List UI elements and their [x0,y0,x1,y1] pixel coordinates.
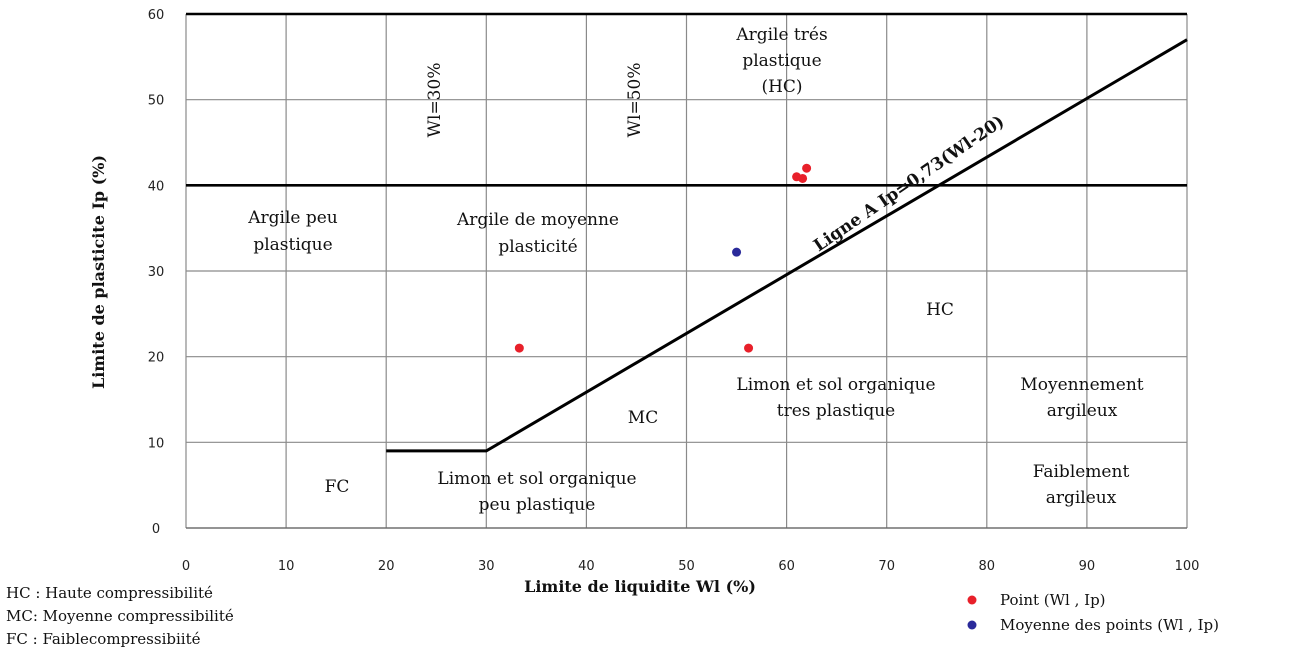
y-tick-label-40: 40 [148,179,165,194]
x-tick-label-30: 30 [478,559,495,574]
x-tick-label-40: 40 [578,559,595,574]
zone-fc: FC [325,477,350,497]
zone-faiblement-argileux-2: argileux [1046,488,1117,508]
y-axis-title: Limite de plasticite Ip (%) [89,155,108,389]
grid-lines [185,12,1188,529]
wl50-label: Wl=50% [625,63,645,138]
x-tick-label-90: 90 [1079,559,1096,574]
x-tick-label-60: 60 [778,559,795,574]
abbreviation-hc: HC : Haute compressibilité [6,584,213,602]
x-tick-label-80: 80 [979,559,996,574]
point-series0-4 [802,163,812,173]
y-tick-label-20: 20 [148,351,165,366]
zone-limon-tres-plastique-1: Limon et sol organique [736,375,935,395]
point-series1-0 [732,247,742,257]
y-tick-label-30: 30 [148,265,165,280]
reference-lines [386,38,1188,453]
legend: Point (Wl , Ip) Moyenne des points (Wl ,… [967,591,1219,634]
y-tick-label-50: 50 [148,94,165,109]
zone-limon-peu-plastique-1: Limon et sol organique [437,469,636,489]
zone-argile-tres-plastique-2: plastique [742,51,821,71]
zone-argile-peu-plastique-2: plastique [253,235,332,255]
point-series0-3 [798,173,808,183]
abbreviation-fc: FC : Faiblecompressibiité [6,630,201,648]
legend-label-moyenne: Moyenne des points (Wl , Ip) [1000,616,1219,634]
zone-faiblement-argileux-1: Faiblement [1033,462,1130,482]
zone-argile-moyenne-1: Argile de moyenne [456,210,619,230]
zone-hc: HC [926,300,954,320]
x-axis-title: Limite de liquidite Wl (%) [524,577,756,596]
point-series0-0 [514,343,524,353]
zone-mc: MC [628,408,658,428]
x-tick-label-20: 20 [378,559,395,574]
zone-argile-moyenne-2: plasticité [498,237,577,257]
ligne-a-label: Ligne A Ip=0,73(Wl-20) [810,112,1008,256]
legend-marker-moyenne [967,620,977,630]
x-tick-label-10: 10 [278,559,295,574]
point-series0-1 [744,343,754,353]
x-tick-label-100: 100 [1175,559,1200,574]
abbreviation-mc: MC: Moyenne compressibilité [6,607,234,625]
zone-argile-peu-plastique-1: Argile peu [247,208,338,228]
zone-moyennement-argileux-2: argileux [1047,401,1118,421]
zone-argile-tres-plastique-3: (HC) [761,77,802,97]
legend-marker-point [967,595,977,605]
legend-label-point: Point (Wl , Ip) [1000,591,1106,609]
x-tick-label-0: 0 [182,559,190,574]
y-tick-label-10: 10 [148,436,165,451]
data-points [514,163,812,353]
zone-limon-peu-plastique-2: peu plastique [479,495,596,515]
zone-argile-tres-plastique-1: Argile trés [735,25,827,45]
zone-moyennement-argileux-1: Moyennement [1020,375,1143,395]
x-tick-label-70: 70 [878,559,895,574]
axis-ticks: 0 10 20 30 40 50 60 70 80 90 100 0 10 20 30 40 50 60 [148,8,1200,574]
y-tick-label-60: 60 [148,8,165,23]
y-tick-label-0: 0 [152,522,160,537]
ligne-a-line [386,38,1188,453]
x-tick-label-50: 50 [678,559,695,574]
wl30-label: Wl=30% [425,63,445,138]
zone-limon-tres-plastique-2: tres plastique [777,401,896,421]
